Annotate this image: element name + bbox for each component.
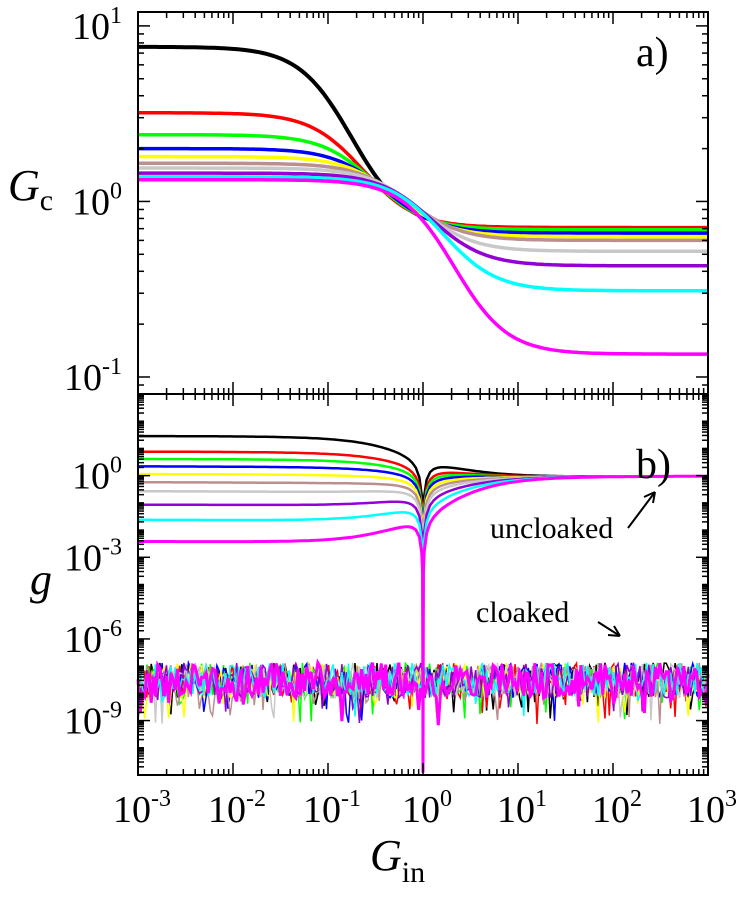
panel-b-label: b) bbox=[636, 442, 671, 488]
x-tick-label: 102 bbox=[592, 786, 642, 831]
panel-b-curves bbox=[136, 434, 710, 773]
cloaked-annotation: cloaked bbox=[476, 596, 569, 629]
panel-a-y-tick-label: 100 bbox=[72, 178, 122, 223]
panel-b-y-tick-label: 10-6 bbox=[64, 616, 122, 661]
tick-labels: 10-3 10-2 10-1 100 101 102 103 10-1 100 101 10-9 10… bbox=[64, 3, 737, 831]
x-tick-label: 10-2 bbox=[208, 786, 266, 831]
panel-a-y-tick-label: 10-1 bbox=[64, 354, 122, 399]
x-tick-label: 100 bbox=[402, 786, 452, 831]
x-tick-label: 101 bbox=[497, 786, 547, 831]
x-tick-label: 103 bbox=[687, 786, 737, 831]
panel-a-series-black bbox=[138, 44, 708, 231]
panel-a-y-axis-label: Gc bbox=[8, 161, 53, 217]
panel-a-label: a) bbox=[636, 30, 669, 76]
panel-a-series-magenta bbox=[138, 177, 708, 356]
panel-a-series-cyan bbox=[138, 175, 708, 293]
panel-b-y-axis-label: g bbox=[30, 555, 52, 604]
cloaked-arrow bbox=[597, 621, 621, 637]
panel-a-curves bbox=[138, 44, 708, 356]
panel-a-frame bbox=[137, 11, 709, 395]
panel-a-y-tick-label: 101 bbox=[72, 3, 122, 48]
panel-b-y-tick-label: 10-3 bbox=[64, 534, 122, 579]
x-tick-label: 10-3 bbox=[113, 786, 171, 831]
x-axis-label: Gin bbox=[370, 831, 425, 889]
uncloaked-annotation: uncloaked bbox=[490, 512, 613, 545]
uncloaked-arrow bbox=[627, 491, 656, 529]
x-tick-label: 10-1 bbox=[303, 786, 361, 831]
panel-b-y-tick-label: 100 bbox=[72, 453, 122, 498]
panel-b-y-tick-label: 10-9 bbox=[64, 698, 122, 743]
panel-b-frame bbox=[137, 393, 709, 776]
